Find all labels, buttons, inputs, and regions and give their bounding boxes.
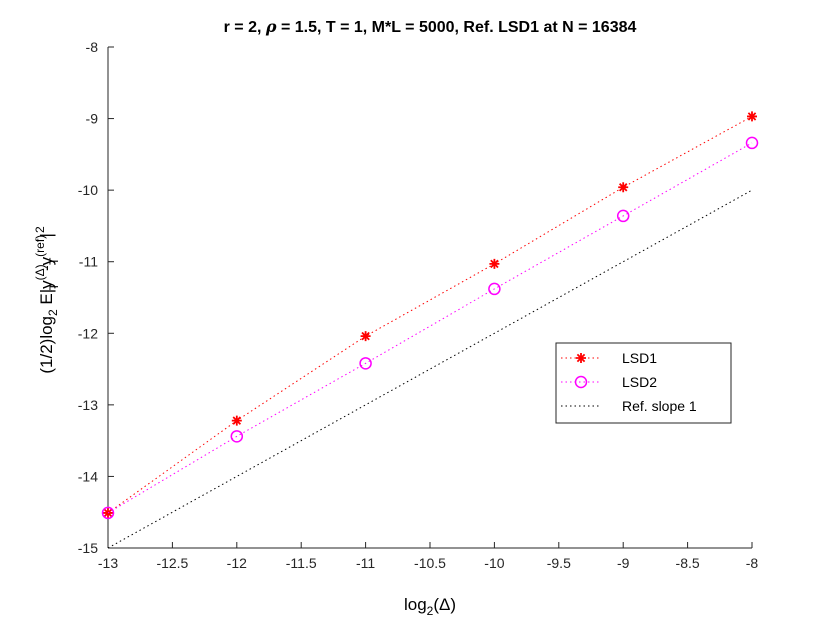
legend-label: LSD2 (622, 374, 657, 390)
x-tick-label: -12 (227, 555, 247, 571)
x-tick-label: -9.5 (547, 555, 571, 571)
x-tick-label: -8 (746, 555, 759, 571)
data-point (747, 111, 757, 122)
x-tick-label: -8.5 (676, 555, 700, 571)
series-ref-slope-1 (107, 189, 753, 549)
data-point (101, 506, 115, 520)
data-point (489, 258, 500, 269)
x-tick-label: -10 (484, 555, 504, 571)
y-tick-label: -14 (78, 468, 98, 484)
legend-label: Ref. slope 1 (622, 398, 697, 414)
x-tick-label: -9 (617, 555, 630, 571)
y-tick-label: -13 (78, 397, 98, 413)
legend-marker (574, 375, 588, 389)
data-point (618, 182, 629, 193)
series-lsd1 (103, 111, 757, 518)
y-tick-label: -11 (79, 254, 98, 270)
legend-label: LSD1 (622, 350, 657, 366)
chart-title: r = 2, ρ = 1.5, T = 1, M*L = 5000, Ref. … (224, 17, 637, 36)
data-point (616, 209, 630, 223)
x-tick-label: -11.5 (286, 555, 317, 571)
data-point (359, 357, 372, 370)
x-axis-label: log2(Δ) (404, 595, 456, 618)
data-point (360, 331, 371, 342)
x-tick-label: -11 (356, 555, 375, 571)
series-line (107, 115, 753, 514)
series-group (101, 111, 759, 549)
data-point (230, 430, 244, 443)
legend: LSD1 LSD2 Ref. slope 1 (555, 342, 732, 424)
axes: -13 -12.5 -12 -11.5 -11 -10.5 -10 -9.5 -9 -8.5 -8 -… (78, 39, 759, 571)
y-tick-label: -15 (78, 540, 98, 556)
y-tick-label: -12 (78, 325, 98, 341)
y-tick-label: -8 (86, 39, 99, 55)
data-point (231, 415, 242, 426)
y-axis-label: (1/2)log2 E|y(Δ)T-y(ref)T|2 (33, 226, 61, 374)
data-point (488, 282, 501, 296)
series-line (107, 189, 753, 549)
x-tick-label: -13 (98, 555, 118, 571)
data-point (745, 136, 759, 150)
y-tick-label: -9 (86, 111, 99, 127)
x-tick-label: -10.5 (414, 555, 446, 571)
x-tick-label: -12.5 (156, 555, 188, 571)
y-tick-label: -10 (78, 182, 98, 198)
legend-box (555, 342, 732, 424)
legend-marker (576, 353, 586, 363)
series-line (107, 142, 753, 514)
series-lsd2 (101, 136, 759, 520)
